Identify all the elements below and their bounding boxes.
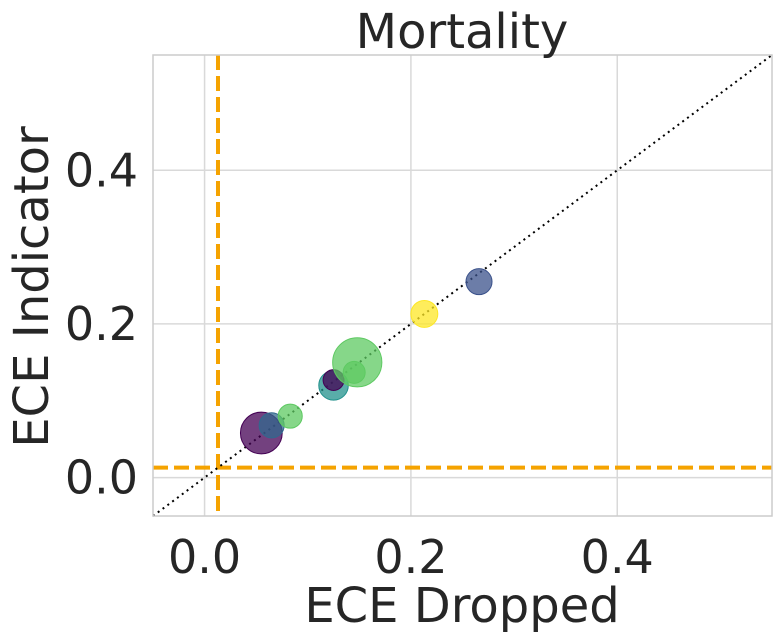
- x-tick-label: 0.0: [168, 530, 241, 584]
- y-tick-label: 0.4: [65, 143, 138, 197]
- grid: [153, 55, 772, 516]
- y-tick-label: 0.2: [65, 297, 138, 351]
- threshold-lines: [153, 55, 772, 516]
- plot-frame: [152, 54, 773, 517]
- scatter-point-2: [277, 403, 303, 429]
- x-tick-labels: 0.0 0.2 0.4: [168, 530, 654, 584]
- x-tick-label: 0.4: [581, 530, 654, 584]
- y-tick-label: 0.0: [65, 451, 138, 505]
- scatter-point-8: [465, 268, 493, 296]
- x-axis-label: ECE Dropped: [304, 578, 619, 634]
- scatter-point-7: [410, 299, 439, 328]
- y-tick-labels: 0.0 0.2 0.4: [65, 143, 138, 504]
- chart-title: Mortality: [356, 4, 569, 60]
- y-axis-label: ECE Indicator: [4, 126, 60, 448]
- diagonal-reference-line: [152, 54, 773, 517]
- scatter-point-6: [332, 337, 383, 388]
- scatter-points: [239, 268, 493, 455]
- x-tick-label: 0.2: [374, 530, 447, 584]
